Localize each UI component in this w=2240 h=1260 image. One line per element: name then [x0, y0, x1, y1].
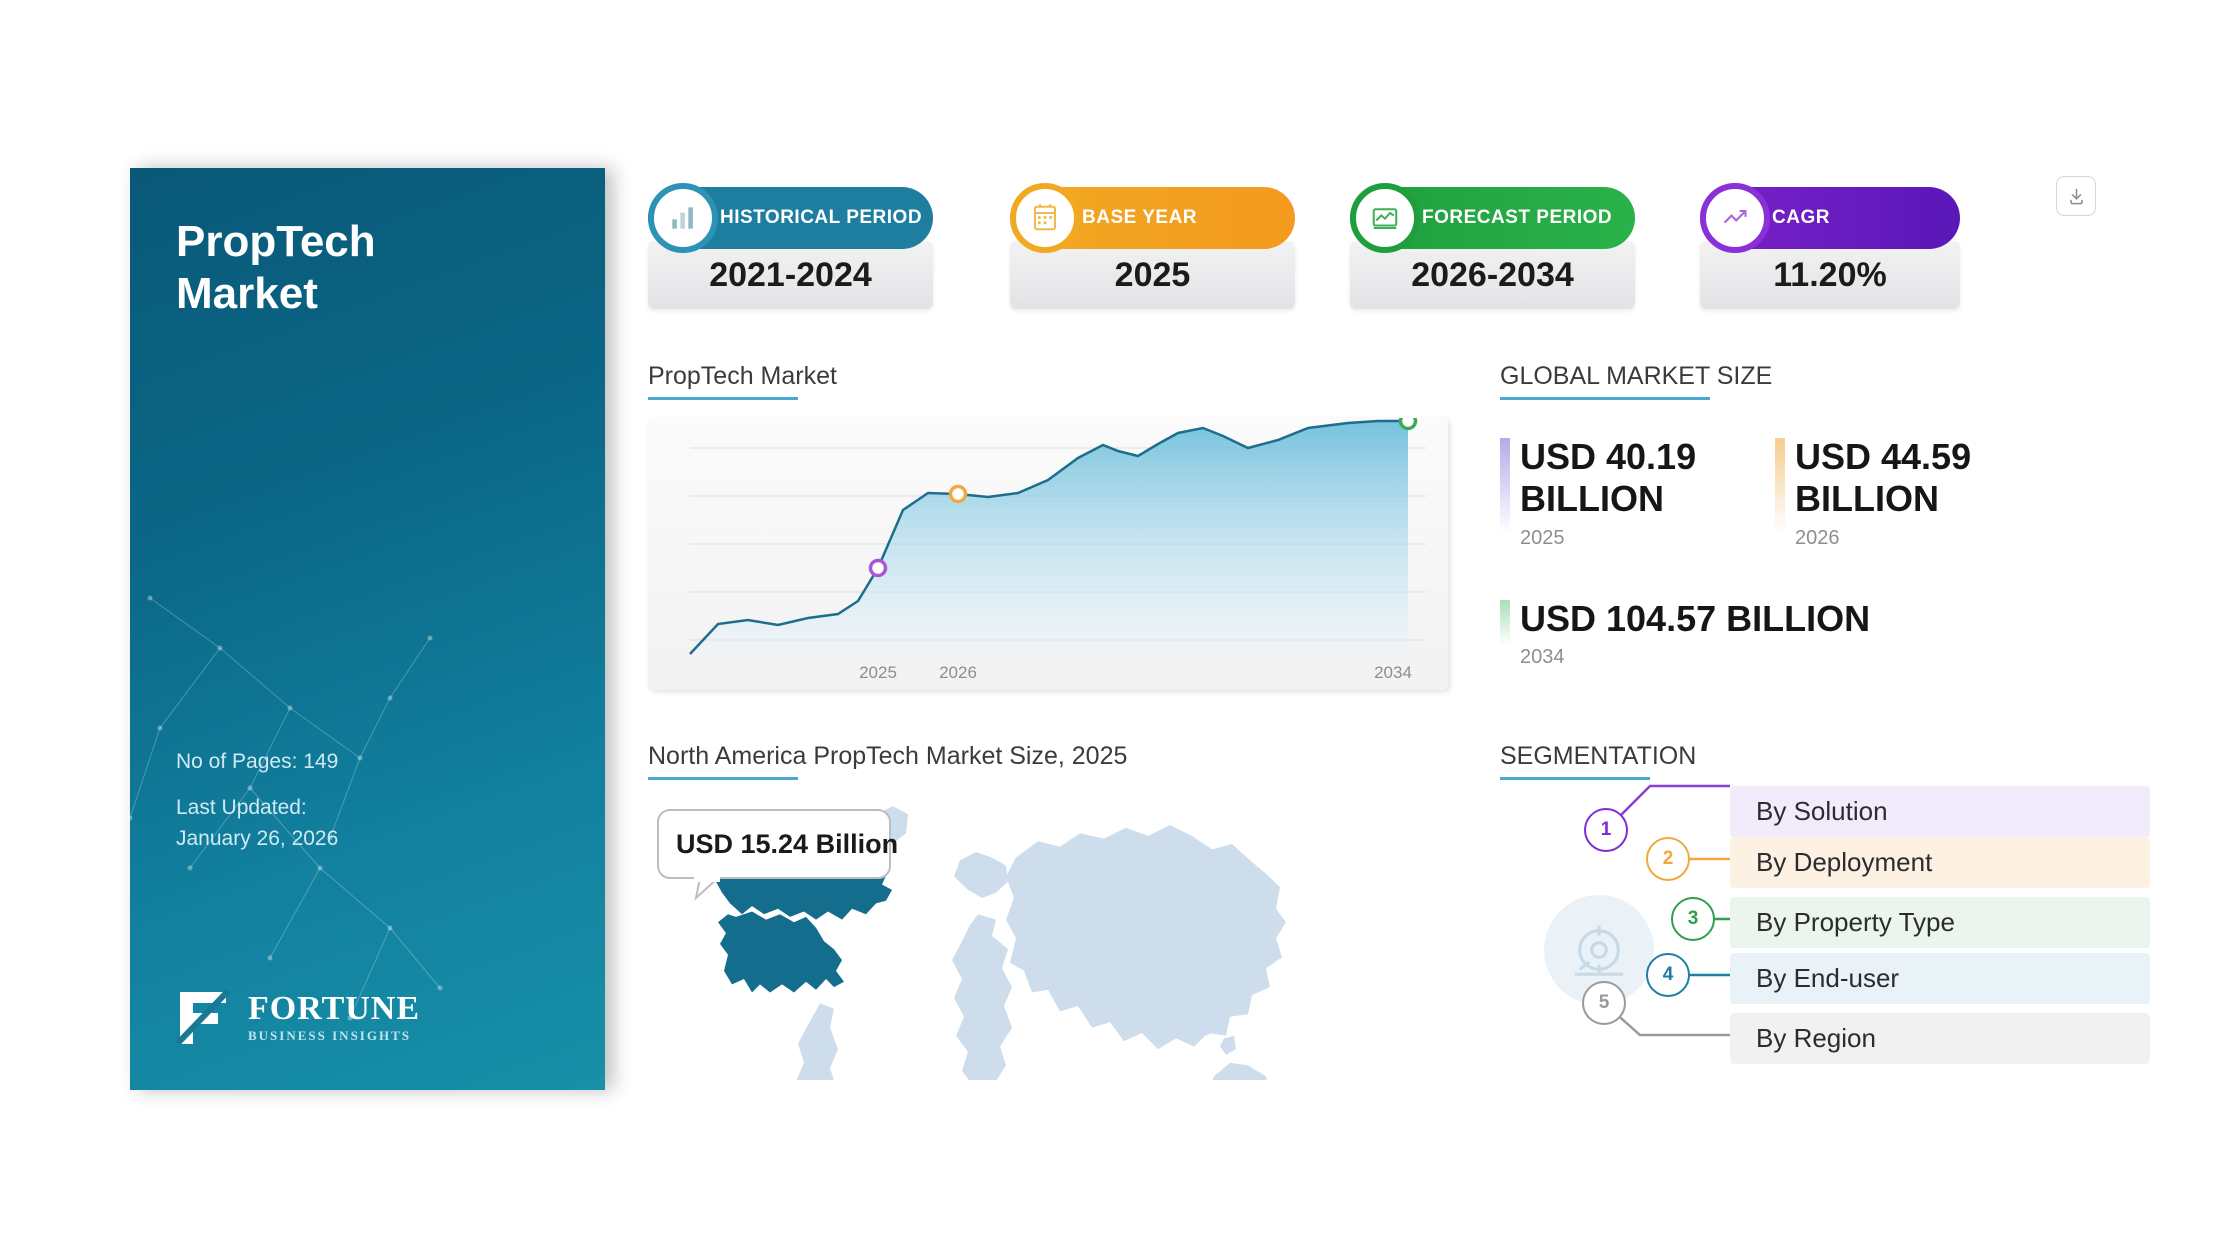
svg-text:2026: 2026	[939, 663, 977, 682]
svg-text:USD 15.24 Billion: USD 15.24 Billion	[676, 829, 898, 859]
svg-text:2034: 2034	[1374, 663, 1412, 682]
svg-text:2025: 2025	[859, 663, 897, 682]
